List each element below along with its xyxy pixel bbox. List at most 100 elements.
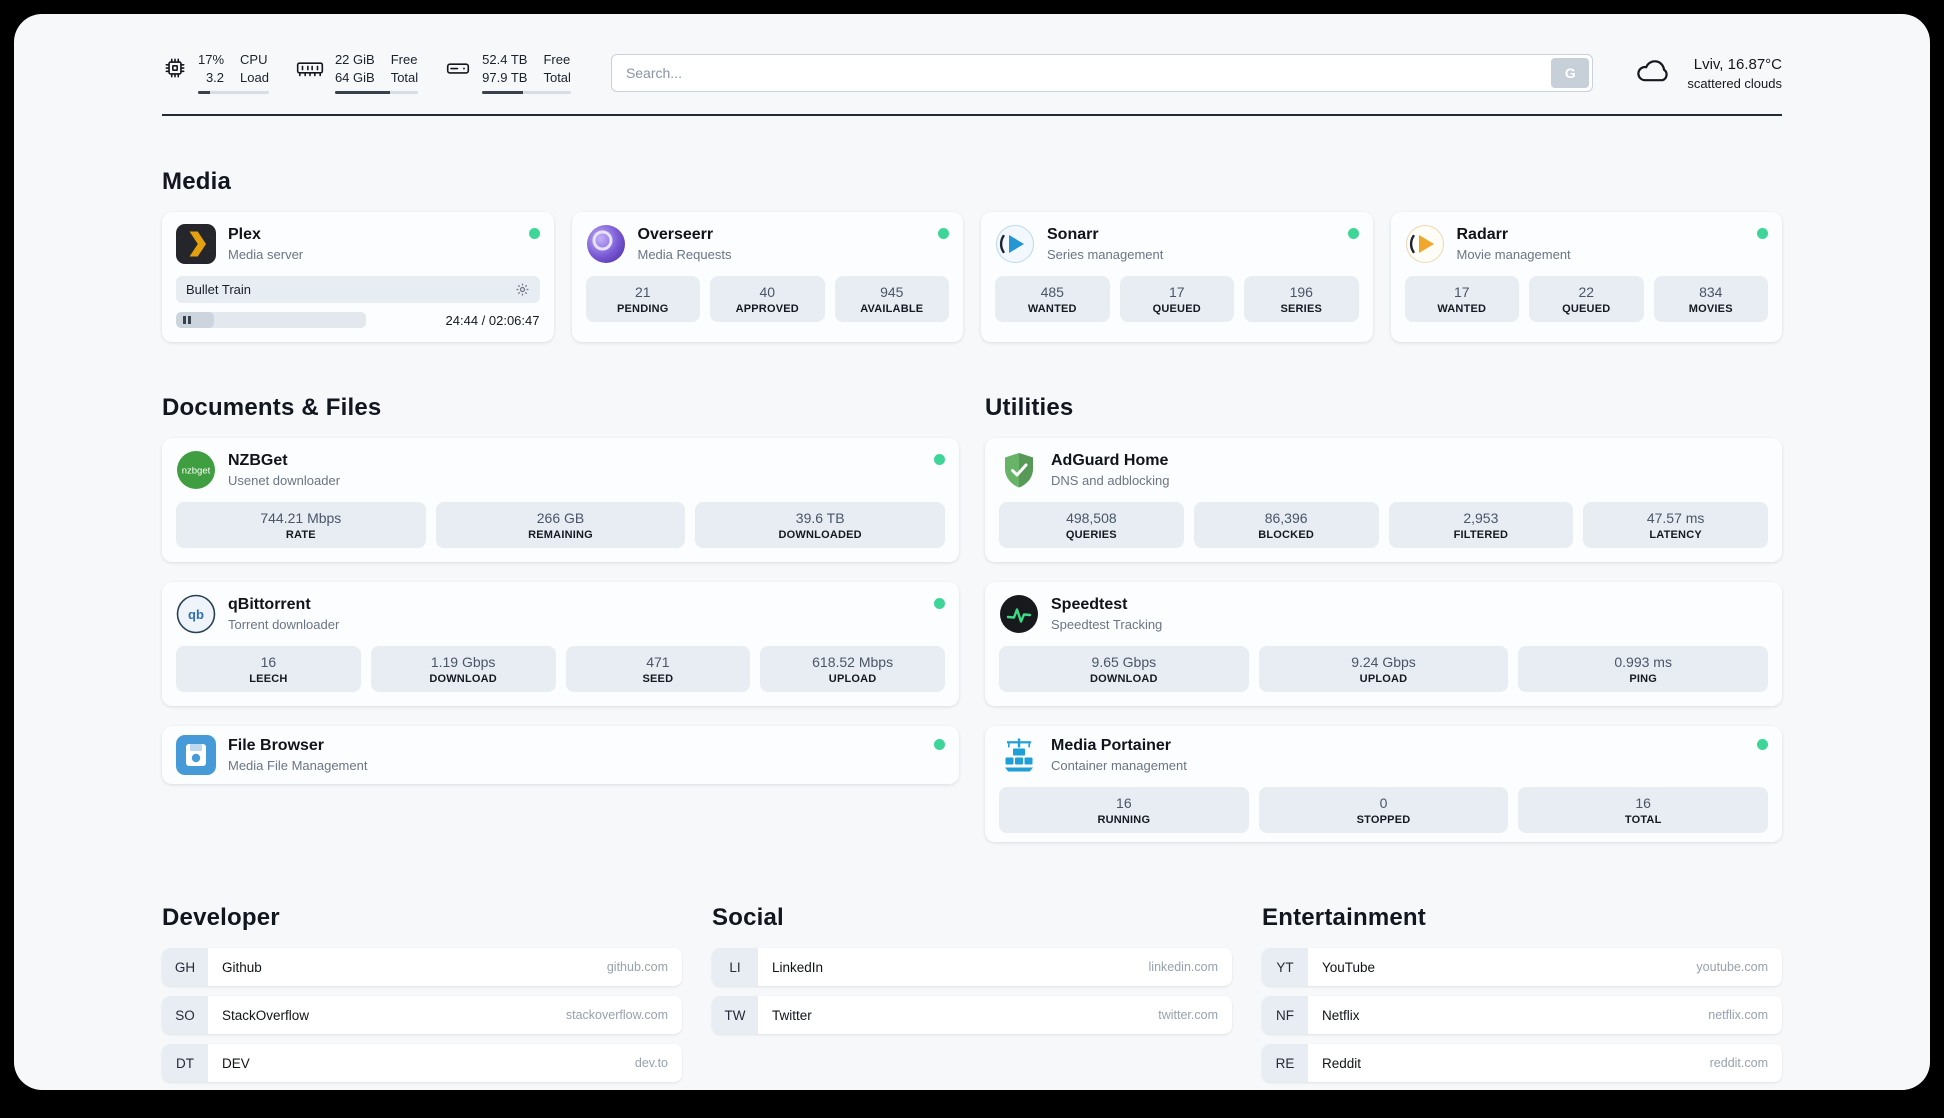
service-card-overseerr: Overseerr Media Requests 21 PENDING 40 A… <box>571 212 963 342</box>
speedtest-pulse-icon[interactable] <box>999 594 1039 634</box>
service-name-adguard[interactable]: AdGuard Home <box>1051 452 1169 469</box>
memory-icon <box>295 55 325 86</box>
stat-value: 22 <box>1578 284 1595 300</box>
bookmark-url: github.com <box>606 960 668 974</box>
status-dot <box>934 739 945 750</box>
bookmark-netflix[interactable]: NF Netflix netflix.com <box>1262 996 1782 1034</box>
bookmark-name: LinkedIn <box>772 959 824 975</box>
service-name-filebrowser[interactable]: File Browser <box>228 737 325 754</box>
stat-label: LATENCY <box>1649 529 1702 541</box>
stat-value: 0 <box>1379 795 1388 811</box>
stat-queued: 22 QUEUED <box>1529 276 1644 322</box>
radarr-play-icon[interactable] <box>1405 224 1445 264</box>
service-name-qbittorrent[interactable]: qBittorrent <box>228 596 311 613</box>
section-title-media: Media <box>162 168 232 195</box>
stat-label: REMAINING <box>528 529 593 541</box>
disk-total-value: 97.9 TB <box>482 70 528 85</box>
stat-label: LEECH <box>249 673 288 685</box>
portainer-crane-icon[interactable] <box>999 735 1039 775</box>
service-card-portainer: Media Portainer Container management 16 … <box>985 726 1782 842</box>
service-card-adguard: AdGuard Home DNS and adblocking 498,508 … <box>985 438 1782 562</box>
overseerr-orb-icon[interactable] <box>586 224 626 264</box>
stat-value: 17 <box>1453 284 1470 300</box>
bookmark-dev[interactable]: DT DEV dev.to <box>162 1044 682 1082</box>
stat-value: 17 <box>1168 284 1185 300</box>
bookmark-twitter[interactable]: TW Twitter twitter.com <box>712 996 1232 1034</box>
service-name-overseerr[interactable]: Overseerr <box>637 226 714 243</box>
service-desc-adguard: DNS and adblocking <box>1051 473 1170 488</box>
stat-label: PING <box>1629 673 1658 685</box>
pause-icon[interactable] <box>183 316 191 324</box>
status-dot <box>938 228 949 239</box>
sonarr-play-icon[interactable] <box>995 224 1035 264</box>
bookmark-reddit[interactable]: RE Reddit reddit.com <box>1262 1044 1782 1082</box>
service-name-portainer[interactable]: Media Portainer <box>1051 737 1172 754</box>
stat-value: 86,396 <box>1264 510 1308 526</box>
cpu-usage-bar <box>198 91 269 94</box>
stat-value: 2,953 <box>1463 510 1499 526</box>
stat-value: 1.19 Gbps <box>430 654 496 670</box>
stat-queued: 17 QUEUED <box>1119 276 1234 322</box>
adguard-shield-icon[interactable] <box>999 450 1039 490</box>
stat-series: 196 SERIES <box>1244 276 1359 322</box>
stat-label: UPLOAD <box>1359 673 1408 685</box>
plex-chevron-icon[interactable] <box>176 224 216 264</box>
bookmark-stackoverflow[interactable]: SO StackOverflow stackoverflow.com <box>162 996 682 1034</box>
stat-pending: 21 PENDING <box>585 276 700 322</box>
bookmark-abbr: GH <box>162 948 208 986</box>
playback-progress-bar[interactable] <box>176 312 366 328</box>
stat-download: 1.19 Gbps DOWNLOAD <box>370 646 556 692</box>
service-name-radarr[interactable]: Radarr <box>1456 226 1509 243</box>
bookmark-github[interactable]: GH Github github.com <box>162 948 682 986</box>
header-divider <box>162 114 1782 116</box>
status-dot <box>934 598 945 609</box>
bookmark-url: youtube.com <box>1696 960 1768 974</box>
stat-value: 39.6 TB <box>795 510 845 526</box>
svg-text:qb: qb <box>188 607 204 622</box>
bookmark-abbr: RE <box>1262 1044 1308 1082</box>
stat-label: RATE <box>285 529 316 541</box>
bookmark-name: YouTube <box>1322 959 1376 975</box>
stat-queries: 498,508 QUERIES <box>999 502 1184 548</box>
stat-download: 9.65 Gbps DOWNLOAD <box>999 646 1249 692</box>
stat-label: QUERIES <box>1065 529 1117 541</box>
stat-wanted: 17 WANTED <box>1404 276 1519 322</box>
stat-value: 21 <box>634 284 651 300</box>
stat-value: 9.24 Gbps <box>1351 654 1416 670</box>
weather-widget[interactable]: Lviv, 16.87°C scattered clouds <box>1633 55 1782 92</box>
stat-value: 196 <box>1289 284 1313 300</box>
service-desc-sonarr: Series management <box>1047 247 1164 262</box>
bookmark-abbr: NF <box>1262 996 1308 1034</box>
cpu-label: CPU <box>240 52 268 67</box>
ram-usage-bar <box>334 91 419 94</box>
stat-label: STOPPED <box>1356 814 1411 826</box>
stat-label: UPLOAD <box>828 673 877 685</box>
bookmark-youtube[interactable]: YT YouTube youtube.com <box>1262 948 1782 986</box>
stat-value: 0.993 ms <box>1614 654 1672 670</box>
disk-free-value: 52.4 TB <box>482 52 528 67</box>
service-name-nzbget[interactable]: NZBGet <box>228 452 288 469</box>
stat-label: BLOCKED <box>1258 529 1315 541</box>
disk-widget: 52.4 TB Free 97.9 TB Total <box>444 52 571 94</box>
bookmark-linkedin[interactable]: LI LinkedIn linkedin.com <box>712 948 1232 986</box>
stat-leech: 16 LEECH <box>176 646 361 692</box>
search-engine-button[interactable]: G <box>1551 58 1590 88</box>
bookmark-name: Twitter <box>772 1007 812 1023</box>
service-card-nzbget: nzbget NZBGet Usenet downloader 74 <box>162 438 959 562</box>
cpu-chip-icon <box>162 55 188 86</box>
stat-value: 16 <box>1116 795 1132 811</box>
qbittorrent-badge-icon[interactable]: qb <box>176 594 216 634</box>
service-name-plex[interactable]: Plex <box>228 226 261 243</box>
dashboard-page: 17% CPU 3.2 Load <box>14 14 1930 1090</box>
gear-icon[interactable] <box>515 282 530 297</box>
bookmark-name: Reddit <box>1322 1055 1362 1071</box>
stat-label: RUNNING <box>1097 814 1151 826</box>
bookmark-url: reddit.com <box>1709 1056 1768 1070</box>
nzbget-badge-icon[interactable]: nzbget <box>176 450 216 490</box>
filebrowser-disk-icon[interactable] <box>176 735 216 775</box>
service-name-speedtest[interactable]: Speedtest <box>1051 596 1128 613</box>
search-input[interactable] <box>610 54 1594 92</box>
stat-value: 266 GB <box>536 510 585 526</box>
service-name-sonarr[interactable]: Sonarr <box>1047 226 1099 243</box>
bookmark-url: stackoverflow.com <box>565 1008 668 1022</box>
